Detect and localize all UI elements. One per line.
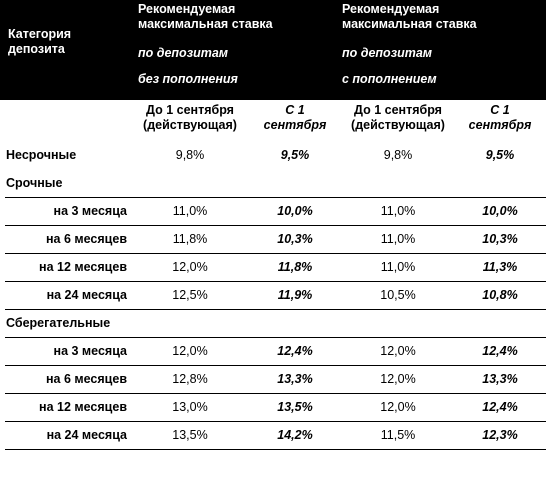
cell-value: 12,0% [380,399,416,414]
cell-value: 12,0% [380,371,416,386]
column-header: До 1 сентября [146,102,234,117]
header-band [0,0,546,100]
row-label: на 24 месяца [46,287,127,302]
row-separator [5,393,546,394]
row-label: на 12 месяцев [39,399,127,414]
row-label: Несрочные [6,147,77,162]
row-separator [5,365,546,366]
row-separator [5,421,546,422]
row-label: на 12 месяцев [39,259,127,274]
row-separator [5,337,546,338]
row-separator [5,281,546,282]
cell-value: 11,0% [172,203,208,218]
row-label: на 24 месяца [46,427,127,442]
row-label: на 3 месяца [53,343,127,358]
cell-value: 11,0% [380,231,416,246]
cell-value: 12,8% [172,371,208,386]
cell-value: 12,4% [482,399,518,414]
cell-value: 11,8% [172,231,208,246]
column-header: (действующая) [351,117,445,132]
group-title: максимальная ставка [342,16,477,31]
cell-value: 12,0% [172,343,208,358]
row-separator [5,253,546,254]
row-label: на 3 месяца [53,203,127,218]
cell-value: 10,0% [277,203,313,218]
cell-value: 11,3% [482,259,518,274]
cell-value: 11,0% [380,259,416,274]
group-subtitle: по депозитам [138,45,229,60]
cell-value: 11,9% [277,287,313,302]
cell-value: 13,5% [172,427,208,442]
row-label: на 6 месяцев [46,231,127,246]
category-header: Категория [8,26,72,41]
column-header: сентября [263,117,327,132]
row-label: на 6 месяцев [46,371,127,386]
cell-value: 13,3% [277,371,313,386]
row-separator [5,449,546,450]
cell-value: 12,5% [172,287,208,302]
cell-value: 13,5% [277,399,313,414]
group-title: Рекомендуемая [138,1,236,16]
column-header: До 1 сентября [354,102,442,117]
group-subtitle: с пополнением [342,71,437,86]
cell-value: 11,0% [380,203,416,218]
row-separator [5,197,546,198]
cell-value: 12,3% [482,427,518,442]
column-header: С 1 [285,102,305,117]
cell-value: 12,0% [172,259,208,274]
cell-value: 11,8% [277,259,313,274]
cell-value: 10,3% [482,231,518,246]
section-title: Сберегательные [6,315,111,330]
group-subtitle: без пополнения [138,71,238,86]
cell-value: 10,5% [380,287,416,302]
cell-value: 12,0% [380,343,416,358]
cell-value: 9,5% [280,147,310,162]
cell-value: 12,4% [277,343,313,358]
cell-value: 13,3% [482,371,518,386]
section-title: Срочные [6,175,63,190]
column-header: (действующая) [143,117,237,132]
group-subtitle: по депозитам [342,45,433,60]
column-header: С 1 [490,102,510,117]
group-title: максимальная ставка [138,16,273,31]
column-header: сентября [468,117,532,132]
row-separator [5,225,546,226]
cell-value: 9,8% [383,147,413,162]
cell-value: 10,0% [482,203,518,218]
category-header: депозита [8,41,65,56]
cell-value: 12,4% [482,343,518,358]
cell-value: 10,8% [482,287,518,302]
cell-value: 9,5% [485,147,515,162]
cell-value: 11,5% [380,427,416,442]
cell-value: 9,8% [175,147,205,162]
group-title: Рекомендуемая [342,1,440,16]
row-separator [5,309,546,310]
cell-value: 10,3% [277,231,313,246]
cell-value: 14,2% [277,427,313,442]
cell-value: 13,0% [172,399,208,414]
